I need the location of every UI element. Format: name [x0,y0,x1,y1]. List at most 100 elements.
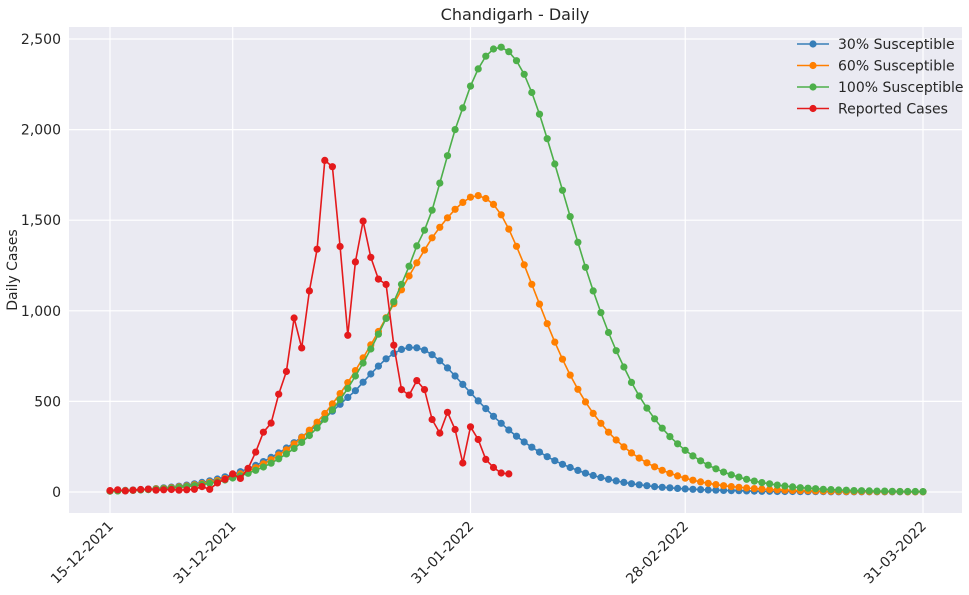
data-point [689,485,697,493]
data-point [282,450,290,458]
data-point [459,459,467,467]
data-point [727,471,735,479]
data-point [206,479,214,487]
data-point [743,475,751,483]
data-point [566,463,574,472]
data-point [190,485,198,493]
data-point [420,226,429,234]
data-point [505,225,513,233]
plot-background [69,27,962,513]
data-point [336,396,344,404]
data-point [336,390,344,398]
data-point [804,484,812,492]
data-point [597,309,605,317]
data-point [597,419,605,427]
data-point [252,466,260,474]
data-point [298,344,306,352]
data-point [574,385,582,393]
data-point [674,440,682,448]
data-point [704,479,712,487]
data-point [643,459,651,467]
data-point [666,484,674,492]
data-point [367,370,375,378]
data-point [390,298,398,306]
data-point [106,487,114,495]
legend-marker [809,83,817,91]
x-tick-label: 31-12-2021 [171,519,240,588]
data-point [612,347,620,355]
legend-item: Reported Cases [797,102,948,118]
data-point [528,280,536,288]
series-reported-cases [106,156,513,495]
data-point [566,371,574,379]
x-tick-label: 31-03-2022 [861,519,930,588]
data-point [766,480,774,488]
grid-lines [69,27,962,513]
data-point [144,485,152,493]
data-point [474,192,482,200]
data-point [413,344,421,352]
data-point [827,486,835,494]
data-point [904,487,912,496]
data-point [167,485,175,494]
data-point [689,476,697,484]
data-point [520,261,528,269]
data-point [620,478,628,486]
data-point [160,486,168,494]
data-point [313,245,321,253]
data-point [344,393,352,401]
data-point [282,367,290,376]
data-point [658,483,666,491]
data-point [704,461,712,469]
data-point [512,432,521,440]
data-point [259,428,267,436]
legend-marker [809,40,817,48]
data-point [574,466,582,474]
data-point [466,193,475,201]
data-point [881,487,889,495]
data-point [750,485,758,493]
y-tick-label: 0 [52,485,61,501]
data-point [443,152,452,160]
legend-item: 60% Susceptible [797,59,955,75]
data-point [405,262,413,270]
data-point [137,485,145,494]
data-point [505,48,513,56]
data-point [651,463,659,471]
y-tick-label: 1,000 [21,304,61,320]
x-tick-label: 15-12-2021 [48,519,117,588]
data-point [666,469,674,477]
data-point [543,135,551,143]
data-point [551,160,559,168]
data-point [743,484,751,492]
data-point [466,423,475,431]
data-point [275,390,283,398]
data-point [420,386,429,394]
data-point [267,419,275,427]
data-point [697,478,705,486]
data-point [382,355,390,363]
data-point [735,483,743,491]
legend-label: 100% Susceptible [838,80,964,96]
series-group [106,43,927,496]
data-point [382,280,390,289]
data-point [359,359,367,367]
data-point [681,474,689,482]
data-point [558,460,567,468]
data-point [597,473,605,482]
data-point [290,444,298,453]
data-point [451,372,459,380]
data-point [727,483,735,491]
data-point [520,70,528,78]
data-point [221,475,229,483]
data-point [374,330,382,338]
data-point [558,355,567,363]
data-point [658,466,666,474]
data-point [420,346,429,354]
data-point [489,463,498,472]
data-point [436,223,444,231]
legend-item: 30% Susceptible [797,37,955,53]
data-point [497,419,505,427]
data-point [397,345,406,353]
